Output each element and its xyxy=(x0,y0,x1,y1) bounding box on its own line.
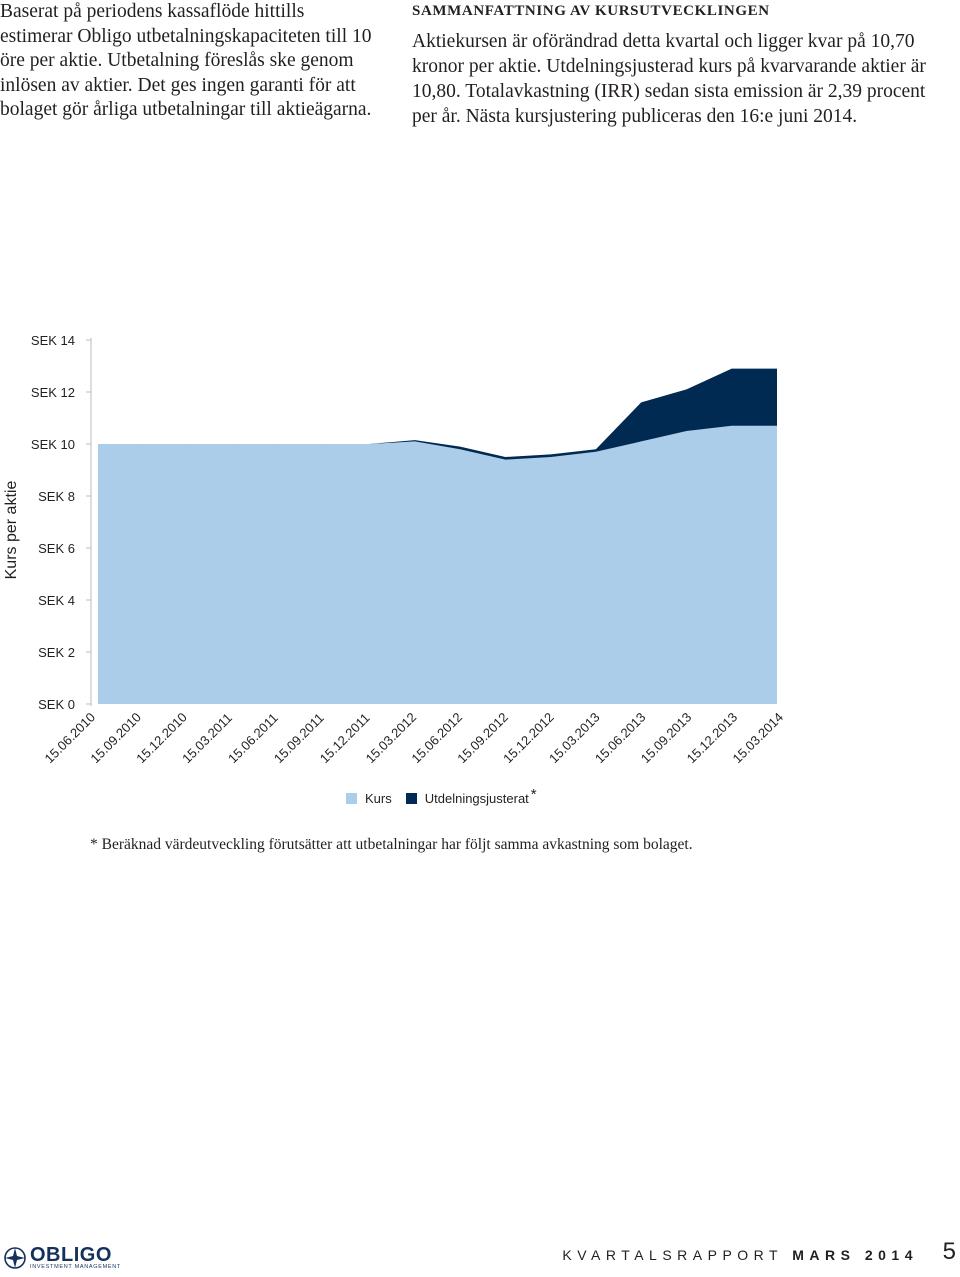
y-tick-label: SEK 2 xyxy=(38,645,75,660)
y-tick-label: SEK 10 xyxy=(31,437,75,452)
y-tick-label: SEK 14 xyxy=(31,333,75,348)
summary-section: SAMMANFATTNING AV KURSUTVECKLINGEN Aktie… xyxy=(412,0,952,129)
intro-text: Baserat på periodens kassaflöde hittills… xyxy=(0,1,372,120)
legend-item-utdelningsjusterat: Utdelningsjusterat * xyxy=(405,786,537,807)
summary-heading: SAMMANFATTNING AV KURSUTVECKLINGEN xyxy=(412,3,770,19)
area-series xyxy=(97,368,778,704)
y-tick-label: SEK 6 xyxy=(38,541,75,556)
legend-swatch-kurs xyxy=(346,793,357,804)
logo-tagline: INVESTMENT MANAGEMENT xyxy=(30,1264,121,1270)
legend-swatch-utdelningsjusterat xyxy=(405,793,417,804)
y-tick-labels: SEK 0 SEK 2 SEK 4 SEK 6 SEK 8 SEK 10 SEK 12 SEK… xyxy=(31,333,91,712)
legend-item-kurs: Kurs xyxy=(346,791,392,806)
chart-legend: Kurs Utdelningsjusterat * xyxy=(346,786,551,807)
x-tick-labels: 15.06.201015.09.201015.12.201015.03.2011… xyxy=(42,709,787,766)
intro-paragraph: Baserat på periodens kassaflöde hittills… xyxy=(0,0,372,123)
legend-asterisk: * xyxy=(530,786,537,803)
summary-body: Aktiekursen är oförändrad detta kvartal … xyxy=(412,31,926,127)
legend-label-kurs: Kurs xyxy=(365,791,392,806)
y-tick-label: SEK 4 xyxy=(38,593,75,608)
report-title: KVARTALSRAPPORT MARS 2014 xyxy=(562,1247,918,1263)
y-tick-label: SEK 8 xyxy=(38,489,75,504)
y-axis-label: Kurs per aktie xyxy=(3,481,20,580)
price-area-chart: Kurs per aktie SEK 0 SEK 2 SEK 4 SEK 6 SEK 8… xyxy=(3,333,787,766)
compass-star-icon xyxy=(4,1247,26,1269)
page-number: 5 xyxy=(942,1238,956,1265)
report-period: MARS 2014 xyxy=(792,1247,918,1263)
chart-footnote: * Beräknad värdeutveckling förutsätter a… xyxy=(90,836,693,853)
obligo-logo: OBLIGO INVESTMENT MANAGEMENT xyxy=(4,1244,121,1270)
y-tick-label: SEK 0 xyxy=(38,697,75,712)
logo-wordmark: OBLIGO xyxy=(30,1244,112,1266)
y-tick-label: SEK 12 xyxy=(31,385,75,400)
legend-label-utdelningsjusterat: Utdelningsjusterat xyxy=(424,791,529,806)
area-kurs xyxy=(98,425,777,704)
report-name: KVARTALSRAPPORT xyxy=(562,1247,783,1263)
